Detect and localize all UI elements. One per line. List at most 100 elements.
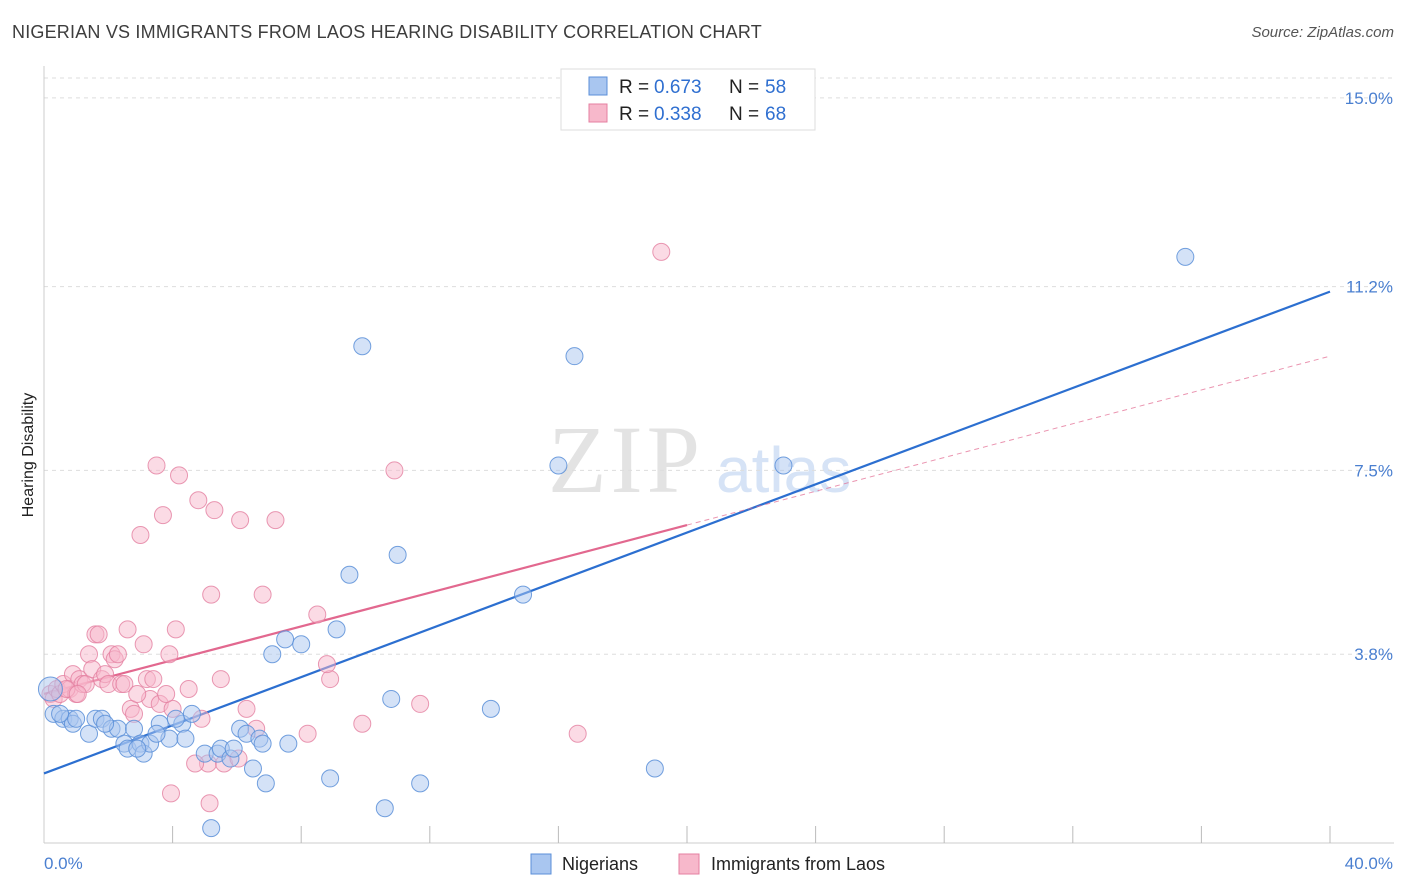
laos-point-33 — [153, 506, 172, 525]
nigerian-point-57 — [128, 739, 147, 758]
trend-line-laos-extension — [686, 355, 1331, 526]
laos-point-64 — [200, 794, 219, 813]
nigerian-point-53 — [96, 714, 115, 733]
laos-point-49 — [253, 585, 272, 604]
nigerian-point-56 — [224, 739, 243, 758]
x-tick-max: 40.0% — [1345, 854, 1393, 873]
laos-point-36 — [166, 620, 185, 639]
y-tick-label-1: 7.5% — [1354, 461, 1393, 480]
bottom-legend-swatch-nigerians — [530, 853, 552, 875]
nigerian-point-50 — [1176, 247, 1195, 266]
nigerian-point-28 — [243, 759, 262, 778]
y-axis-label: Hearing Disability — [20, 393, 37, 518]
nigerian-point-31 — [256, 774, 275, 793]
series-nigerians-points — [37, 247, 1195, 838]
laos-point-50 — [266, 511, 285, 530]
nigerian-point-37 — [327, 620, 346, 639]
laos-point-30 — [144, 670, 163, 689]
laos-point-66 — [128, 684, 147, 703]
legend-top: R = 0.673 N = 58 R = 0.338 N = 68 — [560, 68, 816, 131]
nigerian-point-49 — [774, 456, 793, 475]
nigerian-point-34 — [279, 734, 298, 753]
laos-point-42 — [202, 585, 221, 604]
axes — [43, 66, 1394, 844]
bottom-legend-swatch-laos — [678, 853, 700, 875]
laos-point-63 — [161, 784, 180, 803]
nigerian-point-33 — [276, 630, 295, 649]
laos-point-52 — [308, 605, 327, 624]
laos-point-20 — [108, 645, 127, 664]
laos-point-47 — [237, 699, 256, 718]
x-tick-min: 0.0% — [44, 854, 83, 873]
nigerian-point-20 — [182, 704, 201, 723]
legend-r-label-1: R = — [619, 77, 654, 98]
legend-n-label-1: N = — [729, 77, 764, 98]
laos-point-55 — [385, 461, 404, 480]
nigerian-point-45 — [514, 585, 533, 604]
legend-n-value-2: 68 — [765, 104, 786, 125]
laos-point-58 — [652, 242, 671, 261]
bottom-legend-nigerians: Nigerians — [562, 854, 638, 874]
nigerian-point-35 — [292, 635, 311, 654]
nigerian-point-30 — [253, 734, 272, 753]
laos-point-23 — [118, 620, 137, 639]
watermark-zip: ZIP — [548, 406, 704, 513]
laos-point-57 — [568, 724, 587, 743]
nigerian-point-55 — [166, 709, 185, 728]
legend-r-value-2: 0.338 — [654, 104, 702, 125]
laos-point-27 — [134, 635, 153, 654]
laos-point-34 — [160, 645, 179, 664]
nigerian-point-52 — [67, 709, 86, 728]
laos-point-39 — [189, 491, 208, 510]
nigerian-point-43 — [411, 774, 430, 793]
nigerian-point-38 — [340, 565, 359, 584]
source-label: Source: ZipAtlas.com — [1251, 24, 1394, 41]
legend-r-value-1: 0.673 — [654, 77, 702, 98]
trend-line-laos — [43, 524, 688, 696]
nigerian-point-0 — [37, 676, 63, 702]
nigerian-point-42 — [388, 545, 407, 564]
gridlines — [44, 77, 1394, 655]
nigerian-point-22 — [202, 819, 221, 838]
nigerian-point-32 — [263, 645, 282, 664]
laos-point-37 — [170, 466, 189, 485]
legend-n-label-2: N = — [729, 104, 764, 125]
y-tick-label-2: 11.2% — [1346, 278, 1393, 297]
nigerian-point-5 — [80, 724, 99, 743]
legend-bottom: Nigerians Immigrants from Laos — [530, 853, 885, 875]
laos-point-43 — [205, 501, 224, 520]
y-tick-label-3: 15.0% — [1345, 89, 1393, 108]
laos-point-14 — [89, 625, 108, 644]
legend-swatch-nigerians — [588, 76, 608, 96]
trend-line-nigerians — [43, 290, 1331, 775]
laos-point-62 — [157, 684, 176, 703]
laos-point-26 — [131, 526, 150, 545]
nigerian-point-12 — [125, 719, 144, 738]
laos-point-11 — [80, 645, 99, 664]
nigerian-point-47 — [565, 347, 584, 366]
laos-point-61 — [68, 684, 87, 703]
nigerian-point-36 — [321, 769, 340, 788]
laos-point-56 — [411, 694, 430, 713]
nigerian-point-39 — [353, 337, 372, 356]
nigerian-point-40 — [375, 799, 394, 818]
laos-point-53 — [321, 670, 340, 689]
chart-title: NIGERIAN VS IMMIGRANTS FROM LAOS HEARING… — [12, 22, 762, 42]
nigerian-point-19 — [176, 729, 195, 748]
bottom-legend-laos: Immigrants from Laos — [711, 854, 885, 874]
nigerian-point-44 — [481, 699, 500, 718]
nigerian-point-41 — [382, 689, 401, 708]
laos-point-38 — [179, 680, 198, 699]
trend-lines — [43, 290, 1331, 775]
laos-point-31 — [147, 456, 166, 475]
laos-point-44 — [211, 670, 230, 689]
nigerian-point-54 — [147, 724, 166, 743]
laos-point-67 — [317, 655, 336, 674]
legend-r-label-2: R = — [619, 104, 654, 125]
laos-point-51 — [298, 724, 317, 743]
laos-point-22 — [115, 675, 134, 694]
legend-swatch-laos — [588, 103, 608, 123]
nigerian-point-51 — [51, 704, 70, 723]
nigerian-point-48 — [645, 759, 664, 778]
legend-n-value-1: 58 — [765, 77, 786, 98]
